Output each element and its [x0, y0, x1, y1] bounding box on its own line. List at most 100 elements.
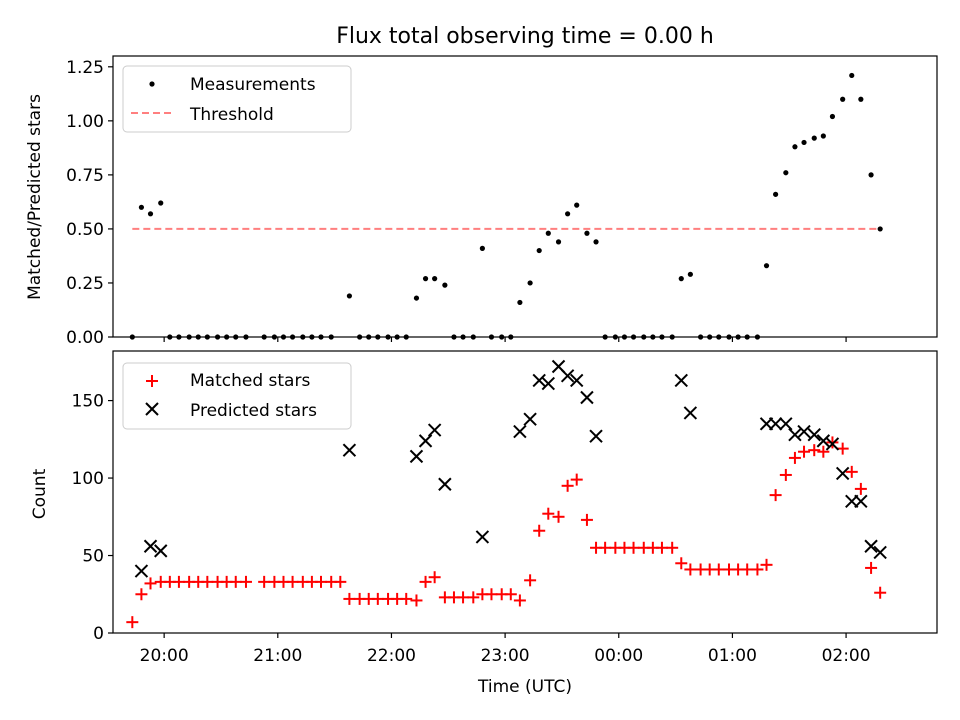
matched-stars-point: [485, 588, 498, 601]
predicted-stars-point: [438, 477, 452, 491]
measurement-point: [574, 202, 580, 208]
predicted-stars-point: [570, 373, 584, 388]
x-axis-label: Time (UTC): [477, 677, 572, 697]
matched-stars-point: [400, 592, 413, 605]
y-tick-label: 0: [93, 624, 104, 644]
x-tick-label: 21:00: [253, 646, 302, 666]
matched-stars-point: [258, 575, 271, 588]
y-tick-label: 0.75: [66, 166, 104, 186]
measurement-point: [593, 239, 599, 245]
measurement-point: [801, 139, 807, 146]
predicted-stars-point: [674, 373, 688, 388]
matched-stars-point: [836, 442, 849, 455]
x-tick-label: 01:00: [708, 646, 757, 666]
legend-predicted-label: Predicted stars: [190, 401, 317, 421]
top-plot-panel: 0.00 0.25 0.50 0.75 1.00 1.25: [66, 55, 938, 348]
y-tick-label: 50: [82, 547, 104, 567]
y-tick-label: 1.00: [66, 112, 104, 132]
x-tick-label: 02:00: [822, 646, 871, 666]
measurement-point: [858, 96, 864, 102]
matched-stars-point: [741, 563, 754, 576]
matched-stars-point: [599, 541, 612, 554]
measurement-point: [877, 226, 883, 232]
measurement-point: [678, 276, 684, 282]
predicted-stars-point: [154, 544, 168, 558]
measurement-point: [413, 295, 420, 301]
predicted-stars-point: [873, 545, 887, 560]
measurement-point: [545, 230, 551, 236]
bottom-axes-frame: [112, 350, 938, 634]
measurement-point: [584, 230, 590, 236]
matched-stars-point: [467, 591, 480, 604]
top-y-axis-label: Matched/Predicted stars: [25, 94, 45, 300]
matched-stars-point: [343, 592, 356, 605]
legend-matched-label: Matched stars: [190, 371, 310, 391]
predicted-stars-point: [134, 564, 149, 578]
matched-stars-point: [172, 575, 185, 588]
predicted-stars-point: [409, 449, 424, 464]
matched-stars-point: [655, 541, 668, 554]
matched-stars-point: [712, 563, 725, 576]
measurement-point: [432, 276, 438, 282]
predicted-stars-point: [342, 443, 357, 457]
measurement-point: [536, 247, 542, 254]
matched-stars-point: [865, 561, 878, 574]
measurement-point: [517, 299, 523, 306]
measurement-point: [479, 245, 485, 251]
measurement-point: [792, 144, 798, 150]
matched-stars-point: [314, 575, 327, 588]
predicted-stars-point: [475, 530, 490, 544]
measurement-point: [527, 280, 533, 286]
predicted-stars-point: [143, 539, 158, 553]
y-tick-label: 0.00: [66, 328, 104, 348]
matched-stars-point: [239, 575, 252, 588]
matched-stars-point: [751, 563, 764, 576]
legend-measurements-marker: [149, 81, 155, 87]
measurement-point: [138, 204, 145, 210]
matched-stars-point: [428, 571, 441, 584]
measurement-point: [147, 211, 154, 217]
matched-stars-point: [126, 616, 139, 629]
legend-matched-marker: [146, 375, 158, 387]
predicted-stars-point: [532, 373, 546, 388]
x-tick-label: 22:00: [367, 646, 416, 666]
chart-title: Flux total observing time = 0.00 h: [336, 24, 714, 49]
matched-stars-point: [552, 510, 565, 523]
x-tick-label: 23:00: [481, 646, 530, 666]
matched-stars-point: [504, 588, 517, 601]
measurement-point: [422, 276, 429, 282]
matched-stars-point: [561, 479, 574, 492]
top-legend: Measurements Threshold: [122, 65, 352, 133]
measurement-point: [687, 271, 693, 277]
matched-stars-point: [410, 594, 423, 607]
measurement-point: [773, 191, 779, 197]
predicted-stars-point: [807, 427, 821, 442]
matched-stars-point: [580, 513, 593, 526]
measurement-point: [346, 293, 353, 299]
matched-stars-point: [779, 468, 792, 481]
predicted-stars-point: [816, 434, 831, 448]
x-tick-label: 00:00: [594, 646, 643, 666]
measurement-point: [555, 239, 562, 245]
predicted-stars-point: [523, 412, 537, 426]
measurement-point: [763, 263, 770, 269]
matched-stars-point: [419, 575, 432, 588]
predicted-stars-point: [580, 390, 594, 405]
legend-predicted-marker: [145, 402, 159, 416]
matched-stars-point: [684, 563, 697, 576]
predicted-stars-point: [788, 427, 802, 442]
matched-stars-point: [874, 586, 887, 599]
y-tick-label: 1.25: [66, 58, 104, 78]
legend-measurements-label: Measurements: [190, 75, 316, 95]
bottom-y-axis-label: Count: [30, 468, 50, 519]
measurement-point: [868, 172, 874, 178]
matched-stars-point: [286, 575, 299, 588]
matched-stars-point: [144, 577, 157, 590]
predicted-stars-point: [797, 424, 811, 439]
matched-stars-point: [854, 482, 867, 495]
matched-stars-point: [513, 594, 526, 607]
measurement-point: [442, 282, 448, 288]
matched-stars-point: [808, 444, 821, 457]
predicted-stars-point: [683, 406, 698, 420]
matched-stars-point: [769, 489, 782, 502]
